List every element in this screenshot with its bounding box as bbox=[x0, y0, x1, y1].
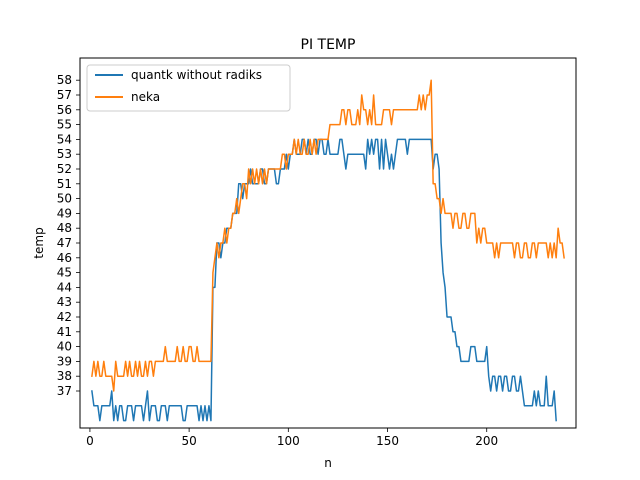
y-tick-label: 38 bbox=[57, 369, 72, 383]
y-tick-label: 41 bbox=[57, 325, 72, 339]
y-tick-label: 51 bbox=[57, 177, 72, 191]
series-line-1 bbox=[91, 79, 565, 392]
x-tick-label: 0 bbox=[86, 434, 94, 448]
y-tick-label: 39 bbox=[57, 354, 72, 368]
y-tick-label: 46 bbox=[57, 251, 72, 265]
y-axis-label: temp bbox=[32, 227, 46, 258]
y-tick-label: 45 bbox=[57, 266, 72, 280]
legend-label-neka: neka bbox=[131, 90, 160, 104]
legend: quantk without radiks neka bbox=[86, 64, 291, 112]
y-tick-label: 57 bbox=[57, 88, 72, 102]
y-tick-label: 50 bbox=[57, 192, 72, 206]
x-tick-label: 100 bbox=[277, 434, 300, 448]
y-tick-label: 44 bbox=[57, 280, 72, 294]
y-tick-label: 56 bbox=[57, 103, 72, 117]
y-tick-label: 58 bbox=[57, 73, 72, 87]
y-tick-label: 43 bbox=[57, 295, 72, 309]
legend-label-quantk: quantk without radiks bbox=[131, 68, 262, 82]
y-tick-label: 37 bbox=[57, 384, 72, 398]
y-tick-label: 47 bbox=[57, 236, 72, 250]
y-axis-ticks: 3738394041424344454647484950515253545556… bbox=[57, 73, 80, 398]
x-axis-ticks: 0 50 100 150 200 bbox=[86, 428, 498, 448]
x-axis-label: n bbox=[324, 456, 332, 470]
y-tick-label: 48 bbox=[57, 221, 72, 235]
x-tick-label: 200 bbox=[475, 434, 498, 448]
y-tick-label: 49 bbox=[57, 206, 72, 220]
chart-title: PI TEMP bbox=[301, 37, 356, 53]
legend-box bbox=[86, 64, 291, 112]
y-tick-label: 55 bbox=[57, 118, 72, 132]
y-tick-label: 52 bbox=[57, 162, 72, 176]
x-tick-label: 50 bbox=[181, 434, 196, 448]
y-tick-label: 54 bbox=[57, 132, 72, 146]
y-tick-label: 42 bbox=[57, 310, 72, 324]
y-tick-label: 40 bbox=[57, 340, 72, 354]
series-layer bbox=[91, 79, 565, 422]
series-line-0 bbox=[91, 138, 557, 422]
y-tick-label: 53 bbox=[57, 147, 72, 161]
x-tick-label: 150 bbox=[376, 434, 399, 448]
